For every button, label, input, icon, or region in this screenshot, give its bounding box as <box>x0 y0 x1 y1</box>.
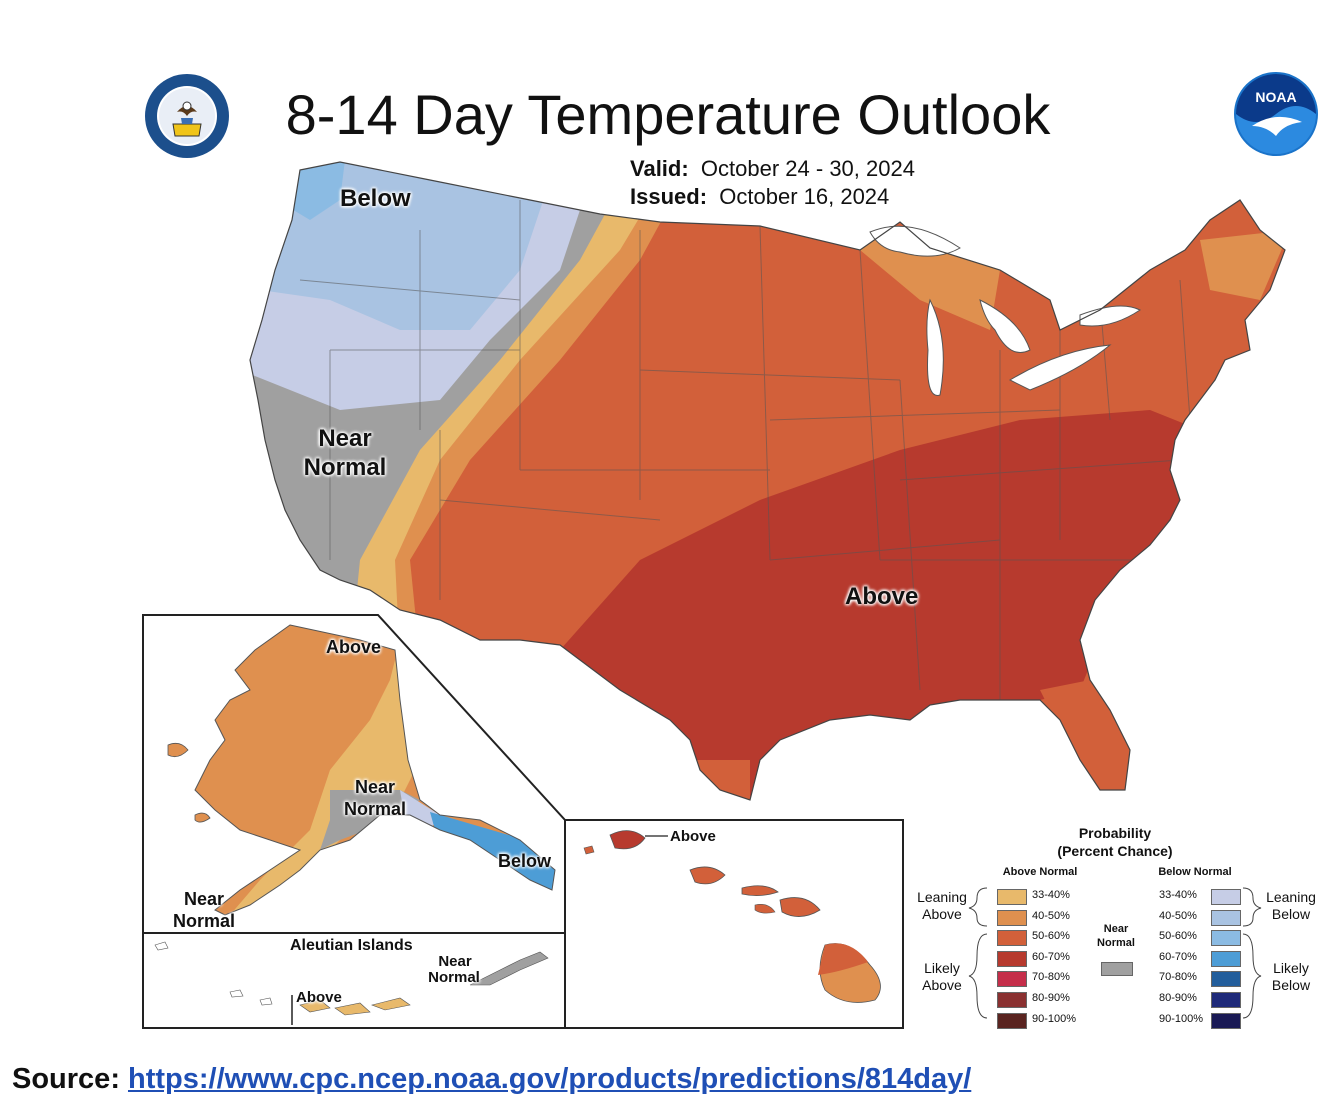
valid-value: October 24 - 30, 2024 <box>700 156 915 181</box>
legend-near-normal-1: Near <box>1103 923 1129 935</box>
label-conus-above: Above <box>845 583 919 610</box>
legend-leaning-below-2: Below <box>1271 906 1311 922</box>
label-aleutian-near: Near <box>438 953 472 970</box>
legend-likely-below-1: Likely <box>1273 960 1309 976</box>
legend-likely-above-2: Above <box>922 977 962 993</box>
legend-title-line2: (Percent Chance) <box>1057 843 1173 859</box>
legend-above-pct-5: 70-80% <box>1032 971 1070 984</box>
legend-below-braces <box>1242 887 1262 1019</box>
legend-below-pct-3: 50-60% <box>1159 930 1197 943</box>
legend-below-header: Below Normal <box>1158 866 1232 878</box>
legend-leaning-below-1: Leaning <box>1266 889 1316 905</box>
legend-above-pct-3: 50-60% <box>1032 930 1070 943</box>
source-label: Source: <box>12 1063 120 1095</box>
legend-title-line1: Probability <box>1078 825 1152 841</box>
label-conus-normal: Normal <box>303 454 387 481</box>
legend-below-swatch-1 <box>1211 889 1241 905</box>
label-ak-sw-near: Near <box>183 889 225 909</box>
legend-below-swatch-4 <box>1211 950 1241 967</box>
valid-dates: Valid: October 24 - 30, 2024 Issued: Oct… <box>630 155 915 211</box>
legend-above-swatch-2 <box>997 909 1027 926</box>
legend-above-swatch-6 <box>997 992 1027 1008</box>
legend-below-swatch-6 <box>1211 992 1241 1008</box>
label-hawaii-above: Above <box>670 828 716 845</box>
legend-above-pct-2: 40-50% <box>1032 909 1070 922</box>
issued-label: Issued: <box>630 184 708 209</box>
probability-legend: Probability (Percent Chance) Above Norma… <box>905 822 1325 1032</box>
label-ak-normal: Normal <box>343 799 406 819</box>
legend-above-pct-6: 80-90% <box>1032 992 1070 1004</box>
label-ak-sw-normal: Normal <box>172 911 235 931</box>
page-title: 8-14 Day Temperature Outlook <box>285 83 1051 146</box>
label-ak-below: Below <box>498 851 552 871</box>
aleutian-title: Aleutian Islands <box>290 937 413 954</box>
legend-leaning-above-1: Leaning <box>917 889 967 905</box>
legend-above-swatch-5 <box>997 971 1027 988</box>
label-ak-above: Above <box>326 637 382 657</box>
legend-above-braces <box>968 887 988 1019</box>
legend-below-swatch-7 <box>1211 1012 1241 1029</box>
label-aleutian-above: Above <box>296 989 342 1006</box>
issued-value: October 16, 2024 <box>719 184 890 209</box>
legend-likely-above-1: Likely <box>924 960 960 976</box>
valid-label: Valid: <box>630 156 689 181</box>
commerce-seal-logo <box>145 74 229 158</box>
legend-above-pct-7: 90-100% <box>1032 1012 1077 1025</box>
legend-above-swatch-7 <box>997 1012 1027 1029</box>
legend-below-swatch-3 <box>1211 930 1241 947</box>
noaa-logo-text: NOAA <box>1255 89 1296 105</box>
legend-below-pct-2: 40-50% <box>1159 909 1197 922</box>
legend-below-swatch-2 <box>1211 909 1241 926</box>
legend-near-normal-2: Normal <box>1097 937 1135 949</box>
legend-below-swatch-5 <box>1211 971 1241 988</box>
noaa-logo: NOAA <box>1234 72 1318 156</box>
label-aleutian-normal: Normal <box>428 969 480 986</box>
legend-below-pct-4: 60-70% <box>1159 950 1197 963</box>
label-conus-near: Near <box>318 425 372 452</box>
legend-above-pct-1: 33-40% <box>1032 889 1070 901</box>
source-link[interactable]: https://www.cpc.ncep.noaa.gov/products/p… <box>127 1063 972 1095</box>
legend-above-header: Above Normal <box>1002 866 1078 878</box>
source-line: Source: https://www.cpc.ncep.noaa.gov/pro… <box>12 1063 971 1096</box>
legend-above-swatch-4 <box>997 950 1027 967</box>
temperature-outlook-map <box>142 161 1286 1029</box>
legend-below-pct-6: 80-90% <box>1159 992 1197 1004</box>
legend-above-swatch-3 <box>997 930 1027 947</box>
label-ak-near: Near <box>354 777 396 797</box>
legend-below-pct-5: 70-80% <box>1159 971 1197 984</box>
legend-above-swatch-1 <box>997 889 1027 905</box>
legend-near-normal-swatch <box>1101 962 1133 976</box>
legend-below-pct-7: 90-100% <box>1159 1012 1204 1025</box>
legend-leaning-above-2: Above <box>922 906 962 922</box>
label-conus-below: Below <box>340 185 411 212</box>
legend-below-pct-1: 33-40% <box>1159 889 1197 901</box>
legend-above-pct-4: 60-70% <box>1032 950 1070 963</box>
legend-likely-below-2: Below <box>1271 977 1311 993</box>
